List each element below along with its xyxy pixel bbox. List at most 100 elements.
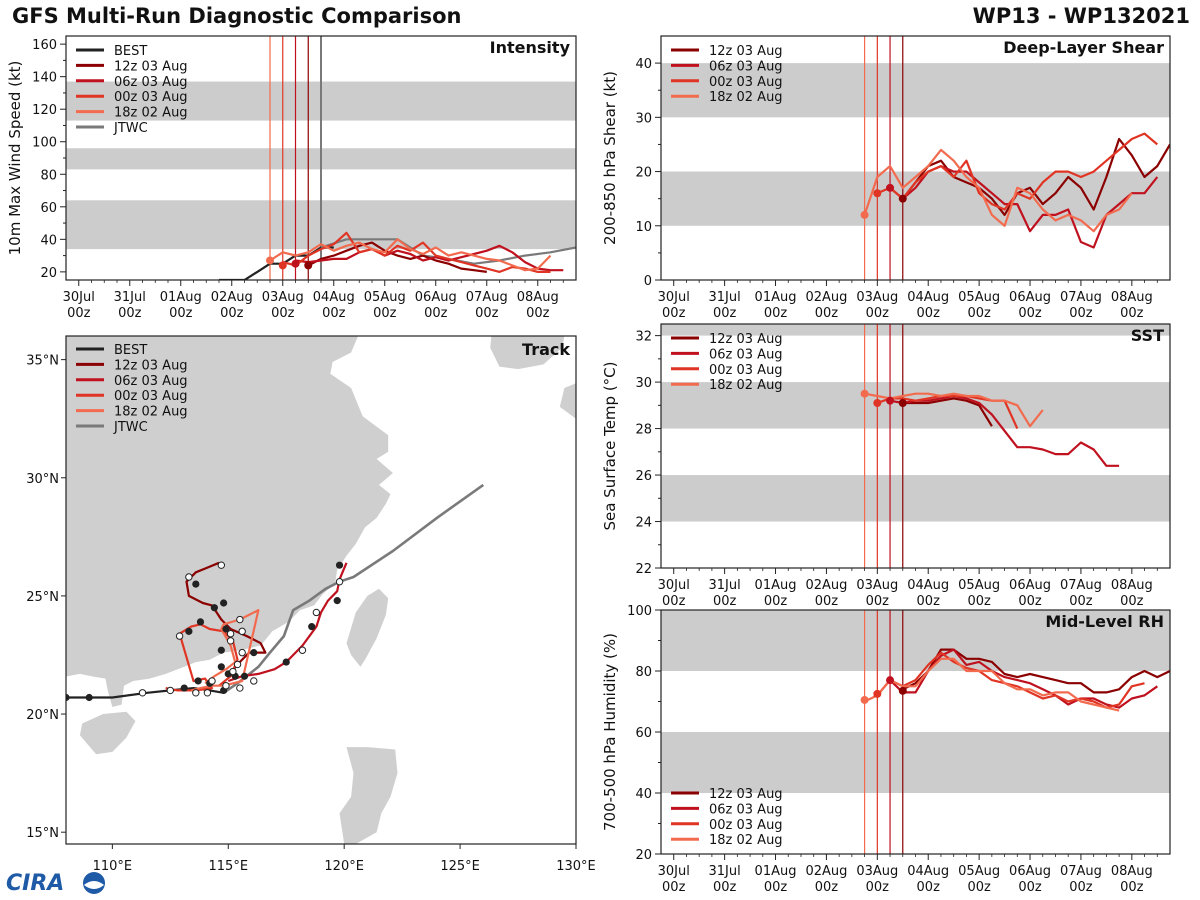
intensity-series-18z-02-aug xyxy=(269,238,552,272)
track-position-12z xyxy=(250,677,258,685)
intensity-xtick-label-hour: 00z xyxy=(373,306,397,321)
rh-ytick-label: 60 xyxy=(635,726,652,741)
sst-xtick-label-hour: 00z xyxy=(866,594,890,609)
intensity-ytick-label: 100 xyxy=(32,136,57,151)
sst-xtick-label-hour: 00z xyxy=(662,594,686,609)
shear-xtick-label-date: 05Aug xyxy=(958,290,1000,305)
sst-xtick-label-date: 30Jul xyxy=(658,578,690,593)
track-position-12z xyxy=(236,684,244,692)
track-position-00z xyxy=(196,618,205,626)
track-position-12z xyxy=(238,648,246,657)
rh-ytick-label: 100 xyxy=(627,604,652,619)
sst-init-marker-2 xyxy=(886,396,895,405)
track-position-12z xyxy=(226,637,235,645)
intensity-xtick-label-date: 08Aug xyxy=(517,290,559,305)
intensity-xtick-label-hour: 00z xyxy=(424,306,448,321)
shear-plot-area xyxy=(661,36,1170,280)
rh-xtick-label-hour: 00z xyxy=(815,880,839,895)
intensity-legend-label-0: BEST xyxy=(114,44,147,59)
shear-xtick-label-date: 31Jul xyxy=(709,290,741,305)
track-position-00z xyxy=(282,658,290,666)
rh-legend-label-3: 18z 02 Aug xyxy=(709,833,783,848)
track-position-12z xyxy=(185,573,193,581)
intensity-ytick-label: 140 xyxy=(32,71,57,86)
shear-xtick-label-hour: 00z xyxy=(764,306,788,321)
sst-init-marker-0 xyxy=(860,389,869,398)
rh-ytick-label: 40 xyxy=(635,787,652,802)
rh-xtick-label-date: 01Aug xyxy=(755,864,797,879)
sst-band-1 xyxy=(661,382,1170,429)
rh-xtick-label-date: 03Aug xyxy=(856,864,898,879)
rh-init-marker-2 xyxy=(886,676,895,685)
rh-xtick-label-hour: 00z xyxy=(1120,880,1144,895)
shear-init-marker-2 xyxy=(886,183,895,192)
intensity-ytick-label: 40 xyxy=(40,233,57,248)
shear-ytick-label: 30 xyxy=(635,111,652,126)
rh-xtick-label-hour: 00z xyxy=(967,880,991,895)
sst-legend-label-3: 18z 02 Aug xyxy=(709,378,783,393)
intensity-ytick-label: 20 xyxy=(40,266,57,281)
track-position-00z xyxy=(335,561,344,569)
cira-logo-text: CIRA xyxy=(6,871,64,896)
track-position-12z xyxy=(138,689,147,697)
shear-ytick-label: 40 xyxy=(635,57,652,72)
rh-xtick-label-hour: 00z xyxy=(764,880,788,895)
track-position-12z xyxy=(238,627,246,636)
track-position-12z xyxy=(236,615,244,624)
intensity-xtick-label-hour: 00z xyxy=(220,306,244,321)
shear-legend-label-2: 00z 03 Aug xyxy=(709,75,783,90)
track-lat-label: 25°N xyxy=(26,590,59,605)
intensity-xtick-label-date: 01Aug xyxy=(160,290,202,305)
intensity-xtick-label-hour: 00z xyxy=(271,306,295,321)
shear-ytick-label: 10 xyxy=(635,220,652,235)
rh-init-marker-1 xyxy=(873,689,882,698)
track-legend-label-5: JTWC xyxy=(113,420,148,435)
rh-init-marker-0 xyxy=(860,695,869,704)
sst-legend-label-1: 06z 03 Aug xyxy=(709,347,783,362)
shear-xtick-label-hour: 00z xyxy=(917,306,941,321)
sst-xtick-label-hour: 00z xyxy=(1120,594,1144,609)
track-path-06z-03-aug xyxy=(227,562,348,683)
intensity-legend-label-2: 06z 03 Aug xyxy=(114,75,188,90)
shear-xtick-label-hour: 00z xyxy=(967,306,991,321)
sst-legend-label-2: 00z 03 Aug xyxy=(709,363,783,378)
track-legend-label-4: 18z 02 Aug xyxy=(114,405,188,420)
rh-panel-title: Mid-Level RH xyxy=(1045,612,1164,631)
rh-y-axis-label: 700-500 hPa Humidity (%) xyxy=(601,633,619,831)
intensity-legend-label-5: JTWC xyxy=(113,121,148,136)
sst-xtick-label-date: 01Aug xyxy=(755,578,797,593)
sst-xtick-label-hour: 00z xyxy=(967,594,991,609)
sst-ytick-label: 26 xyxy=(635,469,652,484)
track-position-12z xyxy=(229,667,237,676)
shear-xtick-label-date: 01Aug xyxy=(755,290,797,305)
track-position-00z xyxy=(217,663,225,671)
rh-legend-label-2: 00z 03 Aug xyxy=(709,818,783,833)
land-kyushu xyxy=(559,383,576,419)
intensity-init-marker-3 xyxy=(304,261,313,270)
track-position-12z xyxy=(203,689,212,697)
rh-plot-area xyxy=(661,610,1170,854)
shear-legend-label-1: 06z 03 Aug xyxy=(709,59,783,74)
cira-logo: CIRA xyxy=(6,871,105,896)
track-position-00z xyxy=(217,646,225,654)
shear-xtick-label-hour: 00z xyxy=(662,306,686,321)
sst-xtick-label-date: 31Jul xyxy=(709,578,741,593)
rh-xtick-label-date: 05Aug xyxy=(958,864,1000,879)
sst-init-marker-3 xyxy=(898,399,907,408)
track-legend-label-0: BEST xyxy=(114,343,147,358)
shear-xtick-label-date: 08Aug xyxy=(1111,290,1153,305)
track-position-00z xyxy=(185,627,193,635)
intensity-series-06z-03-aug xyxy=(295,244,564,272)
shear-xtick-label-hour: 00z xyxy=(866,306,890,321)
shear-xtick-label-date: 07Aug xyxy=(1060,290,1102,305)
sst-band-0 xyxy=(661,475,1170,522)
shear-xtick-label-hour: 00z xyxy=(1069,306,1093,321)
rh-legend-label-1: 06z 03 Aug xyxy=(709,802,783,817)
track-lon-label: 125°E xyxy=(440,859,480,874)
track-position-12z xyxy=(217,561,226,569)
intensity-legend-label-4: 18z 02 Aug xyxy=(114,106,188,121)
track-frame xyxy=(65,335,577,845)
sst-xtick-label-hour: 00z xyxy=(917,594,941,609)
land-luzon xyxy=(339,747,398,844)
